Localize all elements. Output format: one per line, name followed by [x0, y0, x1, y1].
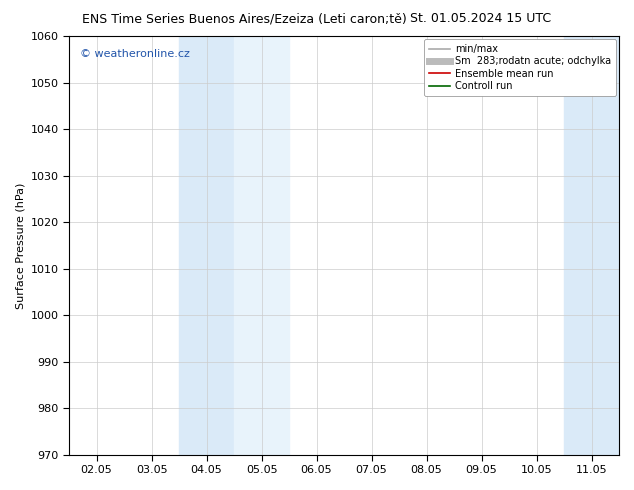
Legend: min/max, Sm  283;rodatn acute; odchylka, Ensemble mean run, Controll run: min/max, Sm 283;rodatn acute; odchylka, … [424, 39, 616, 96]
Bar [564, 36, 619, 455]
Text: ENS Time Series Buenos Aires/Ezeiza (Leti caron;tě): ENS Time Series Buenos Aires/Ezeiza (Let… [82, 12, 407, 25]
Y-axis label: Surface Pressure (hPa): Surface Pressure (hPa) [15, 182, 25, 309]
Text: St. 01.05.2024 15 UTC: St. 01.05.2024 15 UTC [410, 12, 552, 25]
Bar [179, 36, 234, 455]
Bar [234, 36, 289, 455]
Text: © weatheronline.cz: © weatheronline.cz [80, 49, 190, 59]
